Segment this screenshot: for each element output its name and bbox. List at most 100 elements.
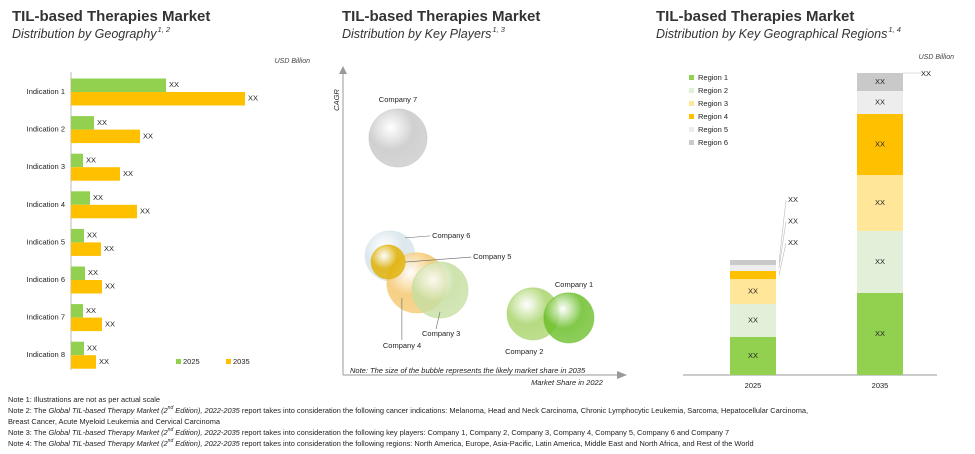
value-label: XX: [248, 94, 258, 103]
legend-label: 2025: [183, 357, 200, 366]
legend-swatch: [689, 140, 694, 145]
bar-segment: [730, 337, 776, 375]
footnote-part: nd: [168, 405, 174, 411]
chart-title: TIL-based Therapies Market: [342, 8, 540, 25]
footnote-part: Global TIL-based Therapy Market (2: [49, 439, 168, 448]
bar: [71, 304, 83, 318]
value-label: XX: [748, 351, 758, 360]
category-label: Indication 4: [27, 200, 65, 209]
bubble-label: Company 3: [422, 329, 460, 338]
x-axis-title: Market Share in 2022: [531, 378, 604, 387]
subtitle-sup: 1, 4: [888, 25, 901, 34]
leader-line: [405, 235, 431, 239]
unit-label: USD Billion: [275, 58, 311, 65]
footnote-part: Global TIL-based Therapy Market (2: [49, 406, 168, 415]
footnote-part: Note 3: The: [8, 428, 49, 437]
bar: [71, 317, 102, 332]
value-label: XX: [748, 315, 758, 324]
category-label: Indication 7: [27, 313, 65, 322]
footnote-part: Note 4: The: [8, 439, 49, 448]
subtitle-sup: 1, 2: [158, 25, 171, 34]
legend-swatch: [689, 114, 694, 119]
bar: [71, 191, 90, 205]
bar: [71, 78, 166, 92]
value-label: XX: [88, 268, 98, 277]
chart-subtitle: Distribution by Key Geographical Regions…: [656, 25, 901, 41]
value-label: XX: [86, 306, 96, 315]
bar: [71, 167, 120, 181]
y-axis-title: CAGR: [332, 89, 341, 111]
leader-line: [778, 242, 787, 276]
footnote: Note 1: Illustrations are not as per act…: [8, 395, 160, 404]
bubble-label: Company 2: [505, 347, 543, 356]
value-label: XX: [748, 286, 758, 295]
bar: [71, 204, 137, 219]
footnote: Breast Cancer, Acute Myeloid Leukemia an…: [8, 417, 221, 426]
value-label: XX: [93, 193, 103, 202]
bubble: [368, 108, 428, 168]
footnote: Note 3: The Global TIL-based Therapy Mar…: [8, 427, 729, 437]
legend-label: 2035: [233, 357, 250, 366]
value-label: XX: [875, 198, 885, 207]
footnote-part: Breast Cancer, Acute Myeloid Leukemia an…: [8, 417, 221, 426]
value-label: XX: [86, 155, 96, 164]
legend-label: Region 4: [698, 112, 728, 121]
footnote: Note 4: The Global TIL-based Therapy Mar…: [8, 438, 754, 448]
bar: [71, 242, 101, 256]
bar-segment: [730, 271, 776, 279]
legend-label: Region 2: [698, 86, 728, 95]
value-label: XX: [788, 238, 798, 247]
value-label: XX: [104, 244, 114, 253]
footnote: Note 2: The Global TIL-based Therapy Mar…: [8, 405, 808, 415]
value-label: XX: [169, 80, 179, 89]
value-label: XX: [97, 118, 107, 127]
subtitle-text: Distribution by Geography: [12, 27, 157, 41]
bar-segment: [730, 260, 776, 265]
footnote-part: nd: [168, 427, 174, 433]
bubble-label: Company 6: [432, 231, 470, 240]
category-label: Indication 5: [27, 237, 65, 246]
chart-title: TIL-based Therapies Market: [656, 8, 854, 25]
bar-segment: [857, 175, 903, 231]
chart-subtitle: Distribution by Key Players1, 3: [342, 25, 506, 41]
value-label: XX: [875, 139, 885, 148]
x-tick-label: 2035: [872, 381, 889, 390]
bubble-label: Company 1: [555, 280, 593, 289]
legend-swatch: [226, 359, 231, 364]
bar-segment: [857, 293, 903, 375]
x-tick-label: 2025: [745, 381, 762, 390]
legend-label: Region 3: [698, 99, 728, 108]
bar-segment: [730, 265, 776, 271]
footnote-part: Note 1: Illustrations are not as per act…: [8, 395, 160, 404]
value-label: XX: [99, 357, 109, 366]
bar: [71, 228, 84, 243]
bar: [71, 116, 94, 130]
footnote-part: Edition), 2022-2035: [173, 428, 240, 437]
value-label: XX: [875, 329, 885, 338]
leader-line: [778, 199, 787, 263]
bar-segment: [730, 304, 776, 337]
bar-segment: [730, 279, 776, 304]
bar: [71, 92, 245, 106]
bar: [71, 280, 102, 294]
value-label: XX: [875, 97, 885, 106]
bar-segment: [857, 231, 903, 293]
subtitle-sup: 1, 3: [492, 25, 505, 34]
value-label: XX: [105, 282, 115, 291]
value-label: XX: [105, 319, 115, 328]
bar-segment: [857, 73, 903, 91]
annotation: XX: [921, 69, 931, 78]
legend-swatch: [689, 101, 694, 106]
value-label: XX: [875, 257, 885, 266]
value-label: XX: [140, 207, 150, 216]
bubble: [543, 292, 595, 344]
category-label: Indication 8: [27, 350, 65, 359]
legend-label: Region 1: [698, 73, 728, 82]
leader-line: [778, 221, 787, 269]
chart-title: TIL-based Therapies Market: [12, 8, 210, 25]
footnote-part: Edition), 2022-2035: [173, 406, 240, 415]
footnote-part: report takes into consideration the foll…: [240, 439, 754, 448]
value-label: XX: [788, 216, 798, 225]
footnote-part: Edition), 2022-2035: [173, 439, 240, 448]
